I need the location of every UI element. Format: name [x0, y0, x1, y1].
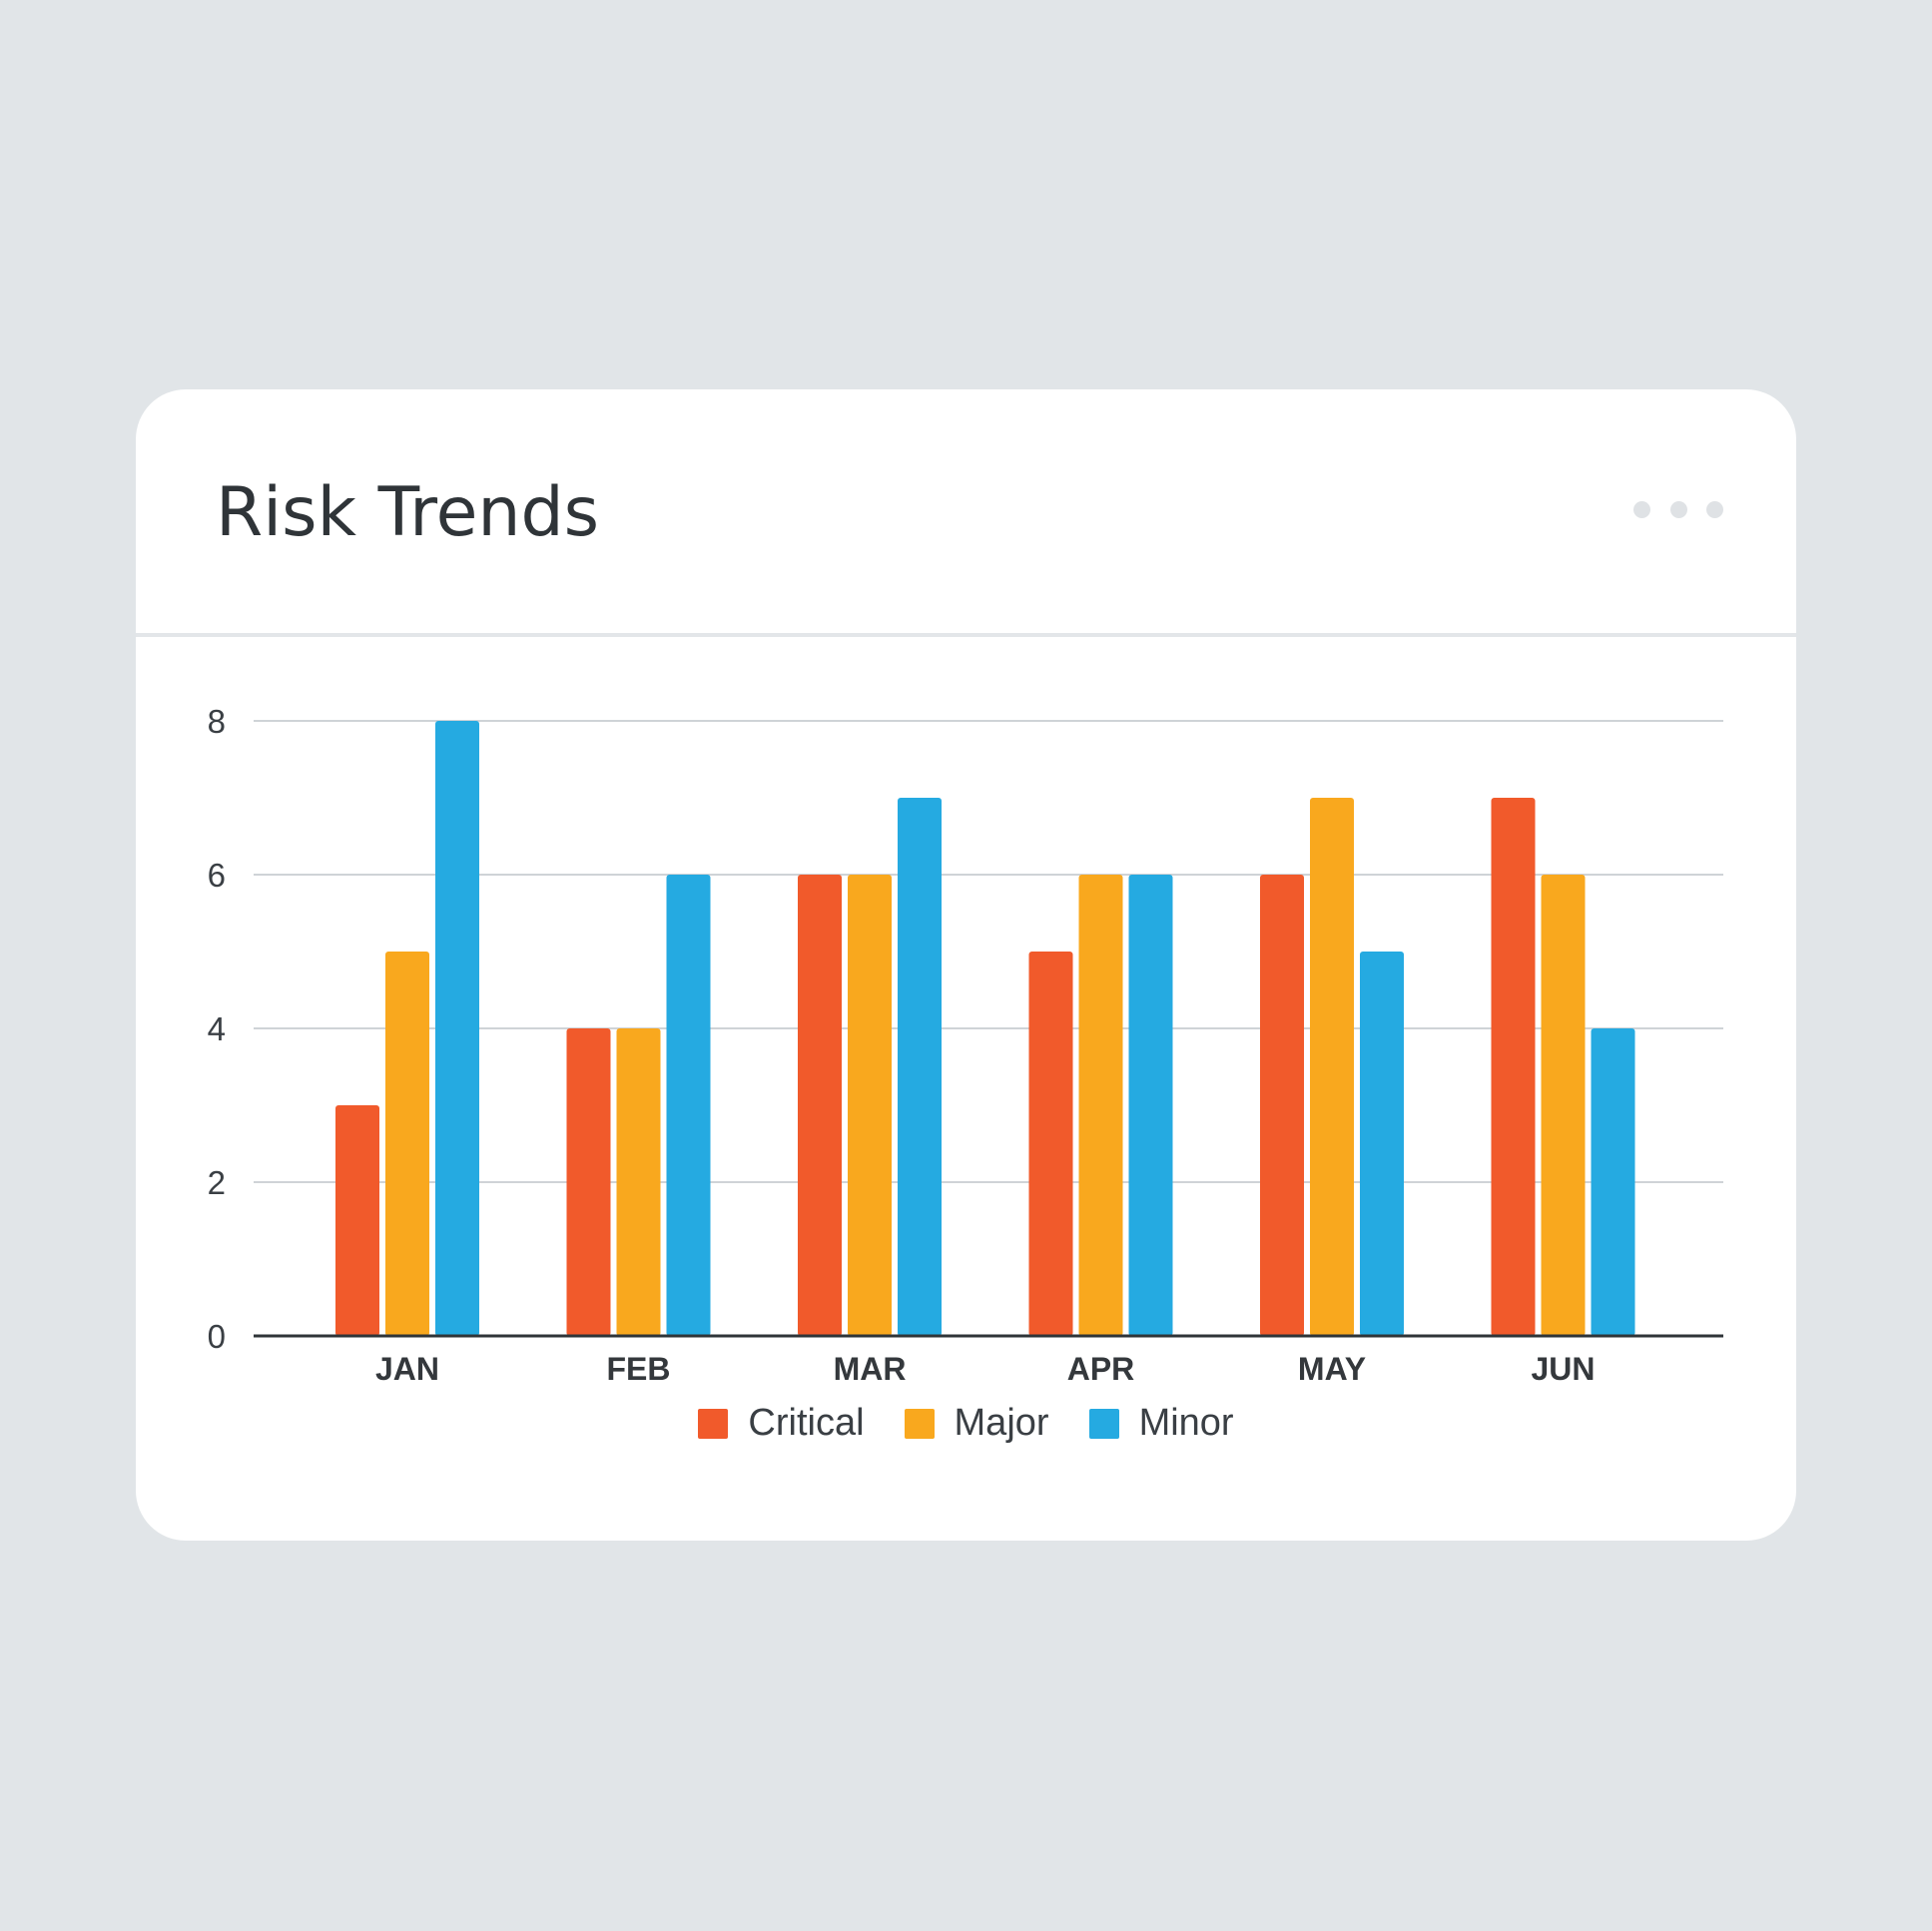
- bar-minor-may[interactable]: [1360, 952, 1404, 1336]
- bar-major-mar[interactable]: [848, 875, 892, 1336]
- y-axis-ticks: 0 2 4 6 8: [208, 703, 226, 1355]
- bar-major-jan[interactable]: [385, 952, 429, 1336]
- legend-label: Minor: [1138, 1402, 1234, 1444]
- more-horizontal-icon-dot: [1706, 500, 1723, 518]
- x-tick-label: JUN: [1531, 1351, 1595, 1387]
- legend-swatch: [698, 1408, 729, 1439]
- bar-minor-jan[interactable]: [435, 721, 479, 1336]
- x-tick-label: APR: [1067, 1351, 1135, 1387]
- legend-label: Critical: [748, 1402, 865, 1444]
- x-tick-label: MAR: [834, 1351, 907, 1387]
- bar-critical-mar[interactable]: [798, 875, 842, 1336]
- legend-item-major[interactable]: Major: [904, 1402, 1049, 1445]
- legend-swatch: [1088, 1408, 1119, 1439]
- y-tick-label: 6: [208, 857, 226, 894]
- bar-major-feb[interactable]: [616, 1028, 661, 1336]
- bar-critical-may[interactable]: [1260, 875, 1304, 1336]
- more-horizontal-icon-dot: [1669, 500, 1687, 518]
- bar-major-may[interactable]: [1310, 798, 1354, 1336]
- bar-chart: 0 2 4 6 8 JAN FEB MAR APR MAY JUN: [208, 703, 1723, 1387]
- bar-minor-mar[interactable]: [898, 798, 942, 1336]
- more-options-button[interactable]: [1633, 489, 1723, 529]
- y-tick-label: 8: [208, 703, 226, 740]
- bar-critical-feb[interactable]: [566, 1028, 611, 1336]
- y-tick-label: 2: [208, 1164, 226, 1201]
- bar-minor-jun[interactable]: [1591, 1028, 1635, 1336]
- chart-legend: Critical Major Minor: [136, 1402, 1796, 1445]
- bar-minor-feb[interactable]: [666, 875, 711, 1336]
- bar-minor-apr[interactable]: [1128, 875, 1173, 1336]
- legend-label: Major: [954, 1402, 1049, 1444]
- bar-major-apr[interactable]: [1078, 875, 1123, 1336]
- card-title: Risk Trends: [216, 473, 600, 552]
- x-tick-label: JAN: [375, 1351, 439, 1387]
- y-tick-label: 4: [208, 1010, 226, 1047]
- bar-critical-jun[interactable]: [1491, 798, 1536, 1336]
- x-tick-label: FEB: [607, 1351, 671, 1387]
- card-header: Risk Trends: [136, 389, 1796, 637]
- chart-card: Risk Trends 0 2 4 6 8 JAN FEB MAR APR MAY JUN Cri…: [136, 389, 1796, 1541]
- gridlines: [254, 720, 1723, 1183]
- legend-item-critical[interactable]: Critical: [698, 1402, 865, 1445]
- bar-critical-jan[interactable]: [335, 1105, 379, 1336]
- bar-critical-apr[interactable]: [1028, 952, 1073, 1336]
- legend-item-minor[interactable]: Minor: [1088, 1402, 1234, 1445]
- y-tick-label: 0: [208, 1318, 226, 1355]
- more-horizontal-icon: [1633, 500, 1650, 518]
- x-tick-label: MAY: [1298, 1351, 1366, 1387]
- bars: [335, 721, 1635, 1336]
- bar-major-jun[interactable]: [1541, 875, 1586, 1336]
- legend-swatch: [904, 1408, 935, 1439]
- x-axis-labels: JAN FEB MAR APR MAY JUN: [375, 1351, 1596, 1387]
